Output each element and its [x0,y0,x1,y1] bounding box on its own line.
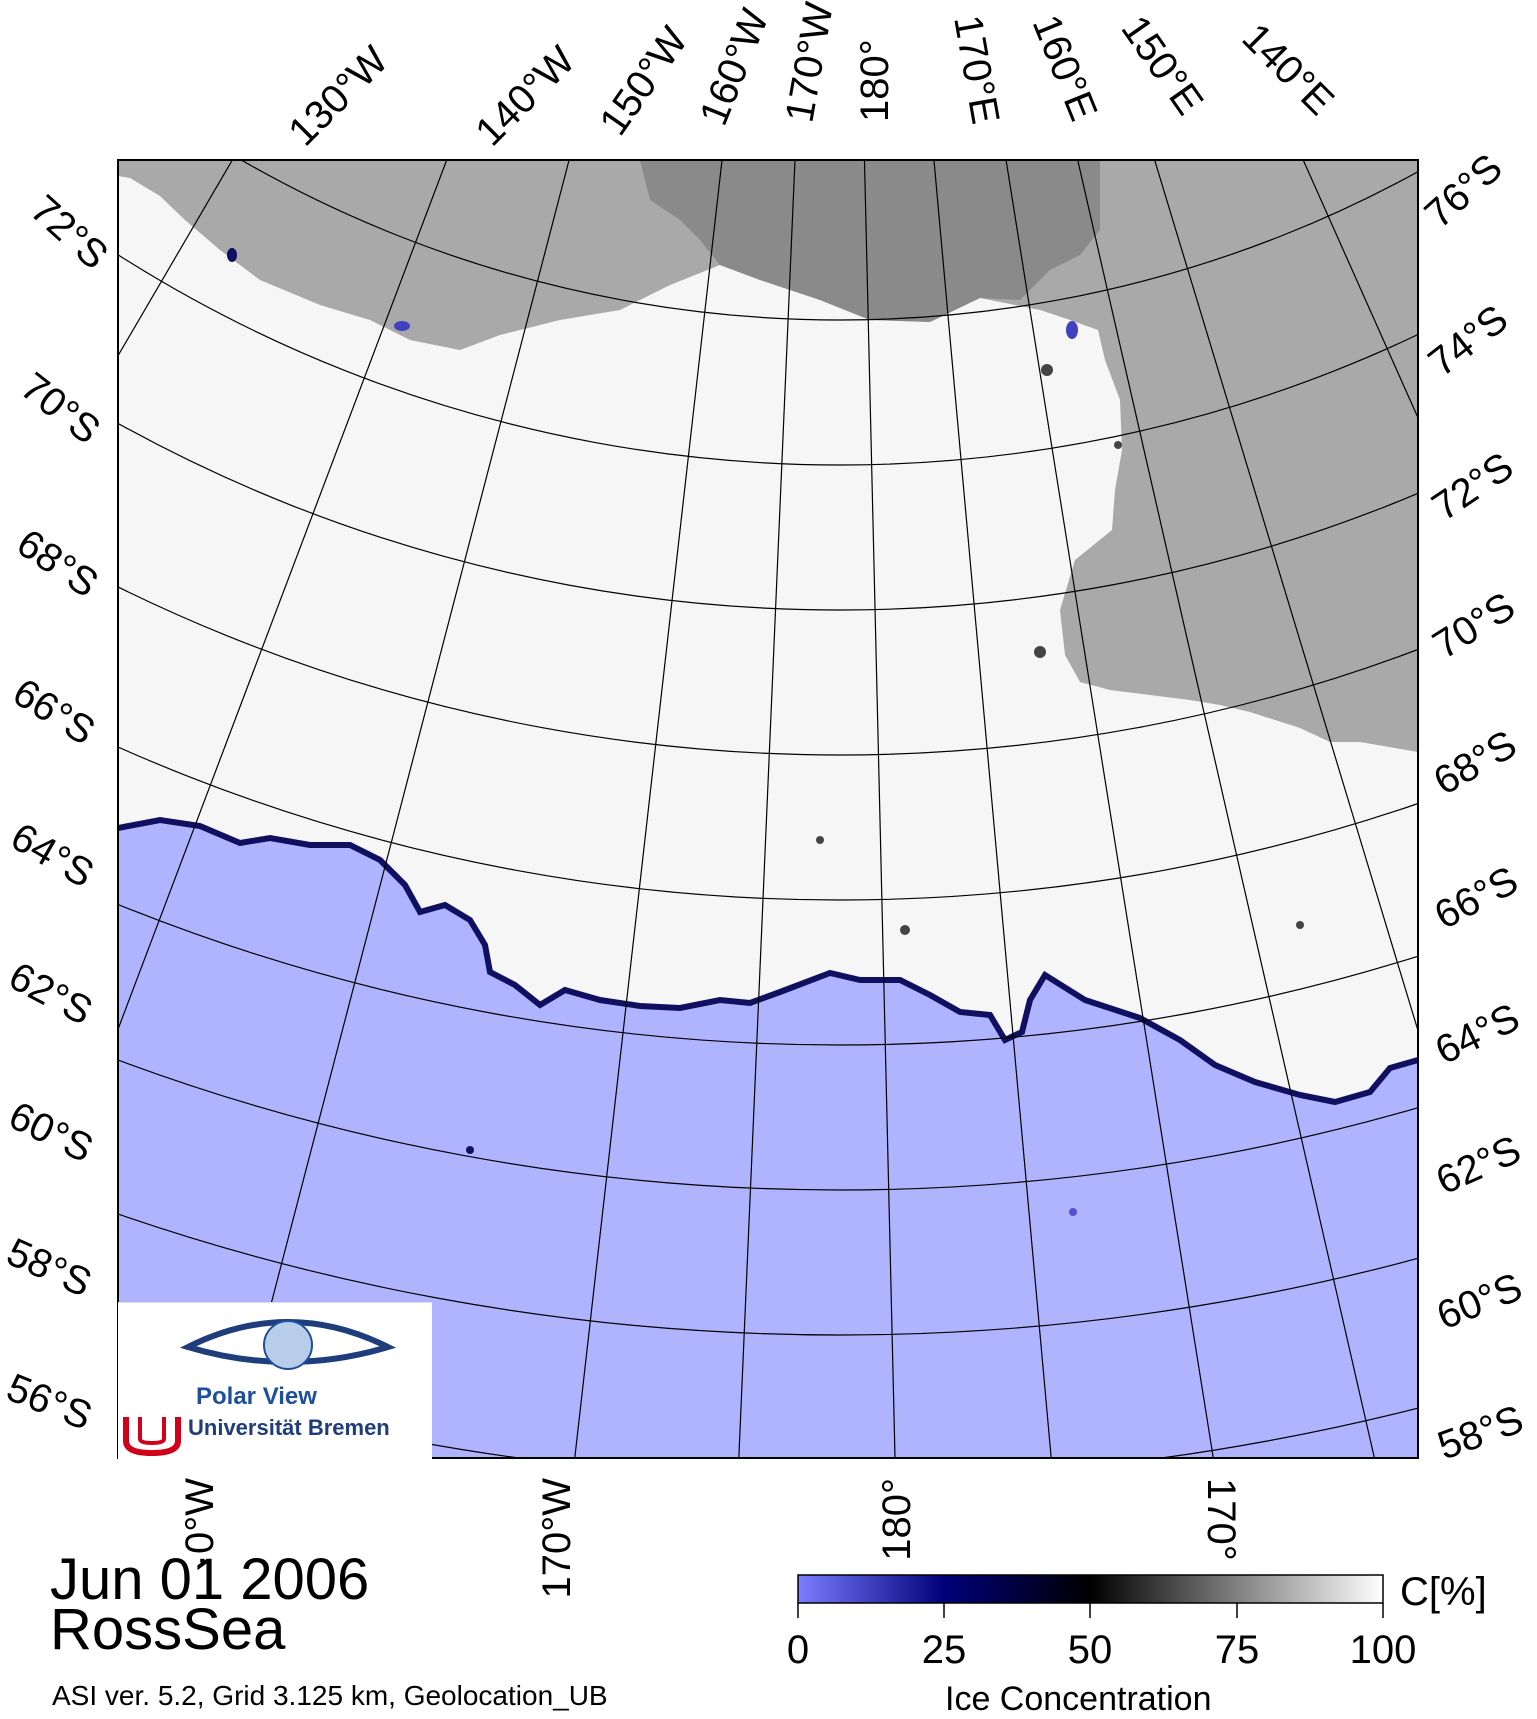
colorbar-title: Ice Concentration [945,1680,1212,1718]
colorbar-unit: C[%] [1400,1570,1487,1614]
colorbar-tick-label: 75 [1214,1628,1260,1672]
colorbar-ticks [797,1603,1384,1618]
lon-label: 140°W [467,38,583,154]
lat-label: 74°S [1420,297,1516,385]
colorbar-tick-label: 25 [921,1628,967,1672]
lat-label: 64°S [1429,995,1527,1073]
lon-label: 140°E [1234,15,1342,123]
lat-label: 66°S [5,670,102,754]
lat-label: 70°S [1425,584,1522,668]
lat-label: 64°S [4,815,101,897]
bottom-longitude-labels: ·0°W 170°W 180° 170° [178,1478,1243,1599]
university-bremen-icon [123,1417,181,1457]
longitude-lines [118,160,1418,1458]
lon-label: 170°E [945,12,1007,127]
colorbar-tick-label: 0 [786,1628,810,1672]
top-longitude-labels: 130°W 140°W 150°W 160°W 170°W 180° 170°E… [280,0,1342,154]
map-date: Jun 01 2006 [50,1547,370,1612]
lat-label: 70°S [12,364,108,452]
lon-label: 170°W [535,1478,579,1599]
lon-label: 130°W [280,38,396,154]
lat-label: 68°S [1427,722,1524,804]
processing-info: ASI ver. 5.2, Grid 3.125 km, Geolocation… [52,1680,608,1711]
lat-label: 58°S [0,1230,98,1306]
ice-edge [118,816,1418,1106]
lat-label: 56°S [1,1366,98,1439]
left-latitude-labels: 72°S 70°S 68°S 66°S 64°S 62°S 60°S 58°S … [0,187,116,1439]
ice-speckle [227,248,1304,1216]
lon-label: 160°W [692,3,778,131]
map-region: RossSea [50,1597,286,1662]
lon-label: 180° [875,1478,919,1561]
lat-label: 60°S [2,1094,100,1172]
latitude-lines [118,160,1418,1458]
map-frame [117,159,1419,1459]
lat-label: 62°S [1430,1128,1528,1204]
lon-label: 150°E [1113,8,1212,123]
lat-label: 58°S [1432,1397,1529,1468]
lat-label: 60°S [1431,1265,1528,1338]
logo-name: Polar View [196,1383,317,1410]
map-caption: Jun 01 2006 RossSea [50,1547,370,1662]
lat-label: 68°S [9,521,106,606]
lon-label: ·0°W [178,1478,222,1568]
logo-institution: Universität Bremen [188,1415,390,1440]
colorbar-tick-label: 100 [1349,1628,1417,1672]
colorbar-tick-label: 50 [1067,1628,1113,1672]
sea-ice [118,160,1418,1102]
lon-label: 180° [853,39,897,122]
lat-label: 76°S [1417,146,1511,237]
lon-label: 170°W [778,0,842,126]
lat-label: 72°S [22,187,116,278]
right-latitude-labels: 76°S 74°S 72°S 70°S 68°S 66°S 64°S 62°S … [1417,146,1529,1469]
lon-label: 170° [1199,1478,1243,1561]
lat-label: 72°S [1424,444,1521,529]
ice-shelf [640,160,1100,322]
land [118,160,1418,752]
lon-label: 150°W [591,19,696,143]
lon-label: 160°E [1024,9,1106,127]
eye-icon [179,1319,397,1370]
lat-label: 62°S [2,954,100,1034]
polar-view-logo: Polar View Universität Bremen [118,1302,432,1461]
colorbar [797,1574,1384,1604]
lat-label: 66°S [1428,858,1526,938]
